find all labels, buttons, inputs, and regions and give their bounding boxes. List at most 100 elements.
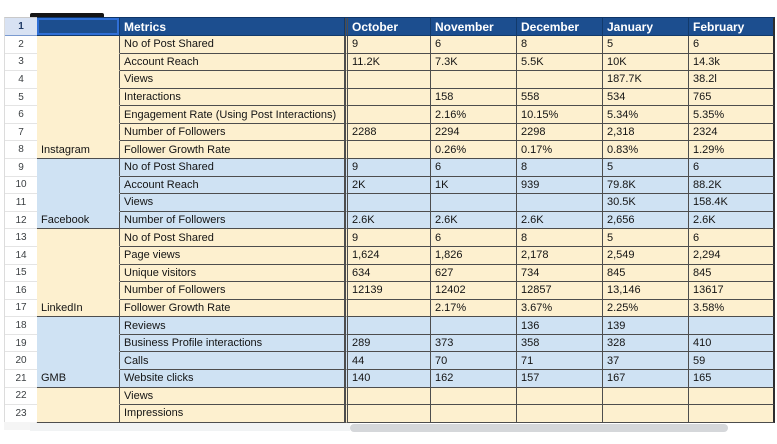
data-cell[interactable]: 2,318 xyxy=(603,123,689,142)
platform-cell[interactable] xyxy=(37,88,120,107)
row-header-14[interactable]: 14 xyxy=(5,246,38,265)
data-cell[interactable]: 5.35% xyxy=(689,106,775,124)
data-cell[interactable] xyxy=(345,194,431,212)
data-cell[interactable]: 2,178 xyxy=(517,246,603,265)
data-cell[interactable]: 139 xyxy=(603,317,689,335)
row-header-13[interactable]: 13 xyxy=(5,229,38,247)
data-cell[interactable]: 157 xyxy=(517,369,603,388)
metric-cell[interactable]: No of Post Shared xyxy=(120,159,345,177)
metric-cell[interactable]: Reviews xyxy=(120,317,345,335)
data-cell[interactable]: 3.58% xyxy=(689,299,775,318)
data-cell[interactable]: 634 xyxy=(345,264,431,283)
data-cell[interactable] xyxy=(345,88,431,107)
row-header-23[interactable]: 23 xyxy=(5,405,38,423)
data-cell[interactable] xyxy=(345,299,431,318)
metric-cell[interactable]: Number of Followers xyxy=(120,282,345,300)
data-cell[interactable]: 0.17% xyxy=(517,141,603,160)
data-cell[interactable]: 2,656 xyxy=(603,211,689,230)
data-cell[interactable]: 12402 xyxy=(431,282,517,300)
platform-cell[interactable] xyxy=(37,317,120,335)
data-cell[interactable] xyxy=(431,387,517,406)
data-cell[interactable]: 3.67% xyxy=(517,299,603,318)
data-cell[interactable]: 1,624 xyxy=(345,246,431,265)
data-cell[interactable]: 2294 xyxy=(431,123,517,142)
metric-cell[interactable]: Business Profile interactions xyxy=(120,334,345,353)
data-cell[interactable]: 165 xyxy=(689,369,775,388)
data-cell[interactable]: 38.2l xyxy=(689,71,775,89)
platform-cell[interactable] xyxy=(37,229,120,247)
platform-cell[interactable] xyxy=(37,53,120,72)
row-header-6[interactable]: 6 xyxy=(5,106,38,124)
platform-cell[interactable] xyxy=(37,282,120,300)
data-cell[interactable]: 6 xyxy=(689,159,775,177)
column-header-february[interactable]: February xyxy=(689,18,775,36)
row-header-22[interactable]: 22 xyxy=(5,387,38,406)
data-cell[interactable]: 0.83% xyxy=(603,141,689,160)
metric-cell[interactable]: Unique visitors xyxy=(120,264,345,283)
row-header-5[interactable]: 5 xyxy=(5,88,38,107)
platform-cell[interactable] xyxy=(37,264,120,283)
column-header-november[interactable]: November xyxy=(431,18,517,36)
data-cell[interactable] xyxy=(345,405,431,423)
metric-cell[interactable]: Number of Followers xyxy=(120,123,345,142)
data-cell[interactable] xyxy=(689,405,775,423)
data-cell[interactable]: 8 xyxy=(517,229,603,247)
platform-cell[interactable] xyxy=(37,36,120,54)
data-cell[interactable] xyxy=(689,387,775,406)
data-cell[interactable]: 6 xyxy=(431,229,517,247)
row-header-16[interactable]: 16 xyxy=(5,282,38,300)
metric-cell[interactable]: No of Post Shared xyxy=(120,229,345,247)
data-cell[interactable]: 2.25% xyxy=(603,299,689,318)
data-cell[interactable]: 2298 xyxy=(517,123,603,142)
metric-cell[interactable]: Views xyxy=(120,194,345,212)
data-cell[interactable]: 162 xyxy=(431,369,517,388)
data-cell[interactable]: 13,146 xyxy=(603,282,689,300)
data-cell[interactable]: 37 xyxy=(603,352,689,370)
data-cell[interactable]: 187.7K xyxy=(603,71,689,89)
horizontal-scrollbar-track[interactable] xyxy=(30,423,350,431)
row-header-9[interactable]: 9 xyxy=(5,159,38,177)
platform-cell[interactable] xyxy=(37,123,120,142)
data-cell[interactable]: 328 xyxy=(603,334,689,353)
metrics-header[interactable]: Metrics xyxy=(120,18,345,36)
data-cell[interactable]: 1.29% xyxy=(689,141,775,160)
data-cell[interactable]: 0.26% xyxy=(431,141,517,160)
data-cell[interactable] xyxy=(345,106,431,124)
row-header-21[interactable]: 21 xyxy=(5,369,38,388)
data-cell[interactable] xyxy=(431,71,517,89)
platform-cell[interactable] xyxy=(37,106,120,124)
data-cell[interactable]: 734 xyxy=(517,264,603,283)
column-header-january[interactable]: January xyxy=(603,18,689,36)
data-cell[interactable]: 11.2K xyxy=(345,53,431,72)
data-cell[interactable]: 6 xyxy=(431,159,517,177)
row-header-8[interactable]: 8 xyxy=(5,141,38,160)
data-cell[interactable]: 2324 xyxy=(689,123,775,142)
data-cell[interactable]: 5 xyxy=(603,229,689,247)
data-cell[interactable]: 627 xyxy=(431,264,517,283)
data-cell[interactable]: 1,826 xyxy=(431,246,517,265)
data-cell[interactable]: 10K xyxy=(603,53,689,72)
data-cell[interactable]: 358 xyxy=(517,334,603,353)
platform-cell[interactable] xyxy=(37,405,120,423)
data-cell[interactable] xyxy=(345,71,431,89)
data-cell[interactable]: 410 xyxy=(689,334,775,353)
row-header-3[interactable]: 3 xyxy=(5,53,38,72)
metric-cell[interactable]: Page views xyxy=(120,246,345,265)
data-cell[interactable]: 845 xyxy=(603,264,689,283)
data-cell[interactable] xyxy=(603,405,689,423)
platform-cell-facebook[interactable]: Facebook xyxy=(37,211,120,230)
metric-cell[interactable]: Account Reach xyxy=(120,53,345,72)
data-cell[interactable]: 2.16% xyxy=(431,106,517,124)
metric-cell[interactable]: Follower Growth Rate xyxy=(120,141,345,160)
data-cell[interactable]: 5 xyxy=(603,36,689,54)
row-header-11[interactable]: 11 xyxy=(5,194,38,212)
data-cell[interactable]: 2288 xyxy=(345,123,431,142)
data-cell[interactable] xyxy=(345,317,431,335)
data-cell[interactable]: 158 xyxy=(431,88,517,107)
data-cell[interactable]: 140 xyxy=(345,369,431,388)
data-cell[interactable]: 79.8K xyxy=(603,176,689,195)
platform-column-header[interactable] xyxy=(37,18,120,36)
data-cell[interactable]: 845 xyxy=(689,264,775,283)
data-cell[interactable]: 12857 xyxy=(517,282,603,300)
data-cell[interactable]: 7.3K xyxy=(431,53,517,72)
